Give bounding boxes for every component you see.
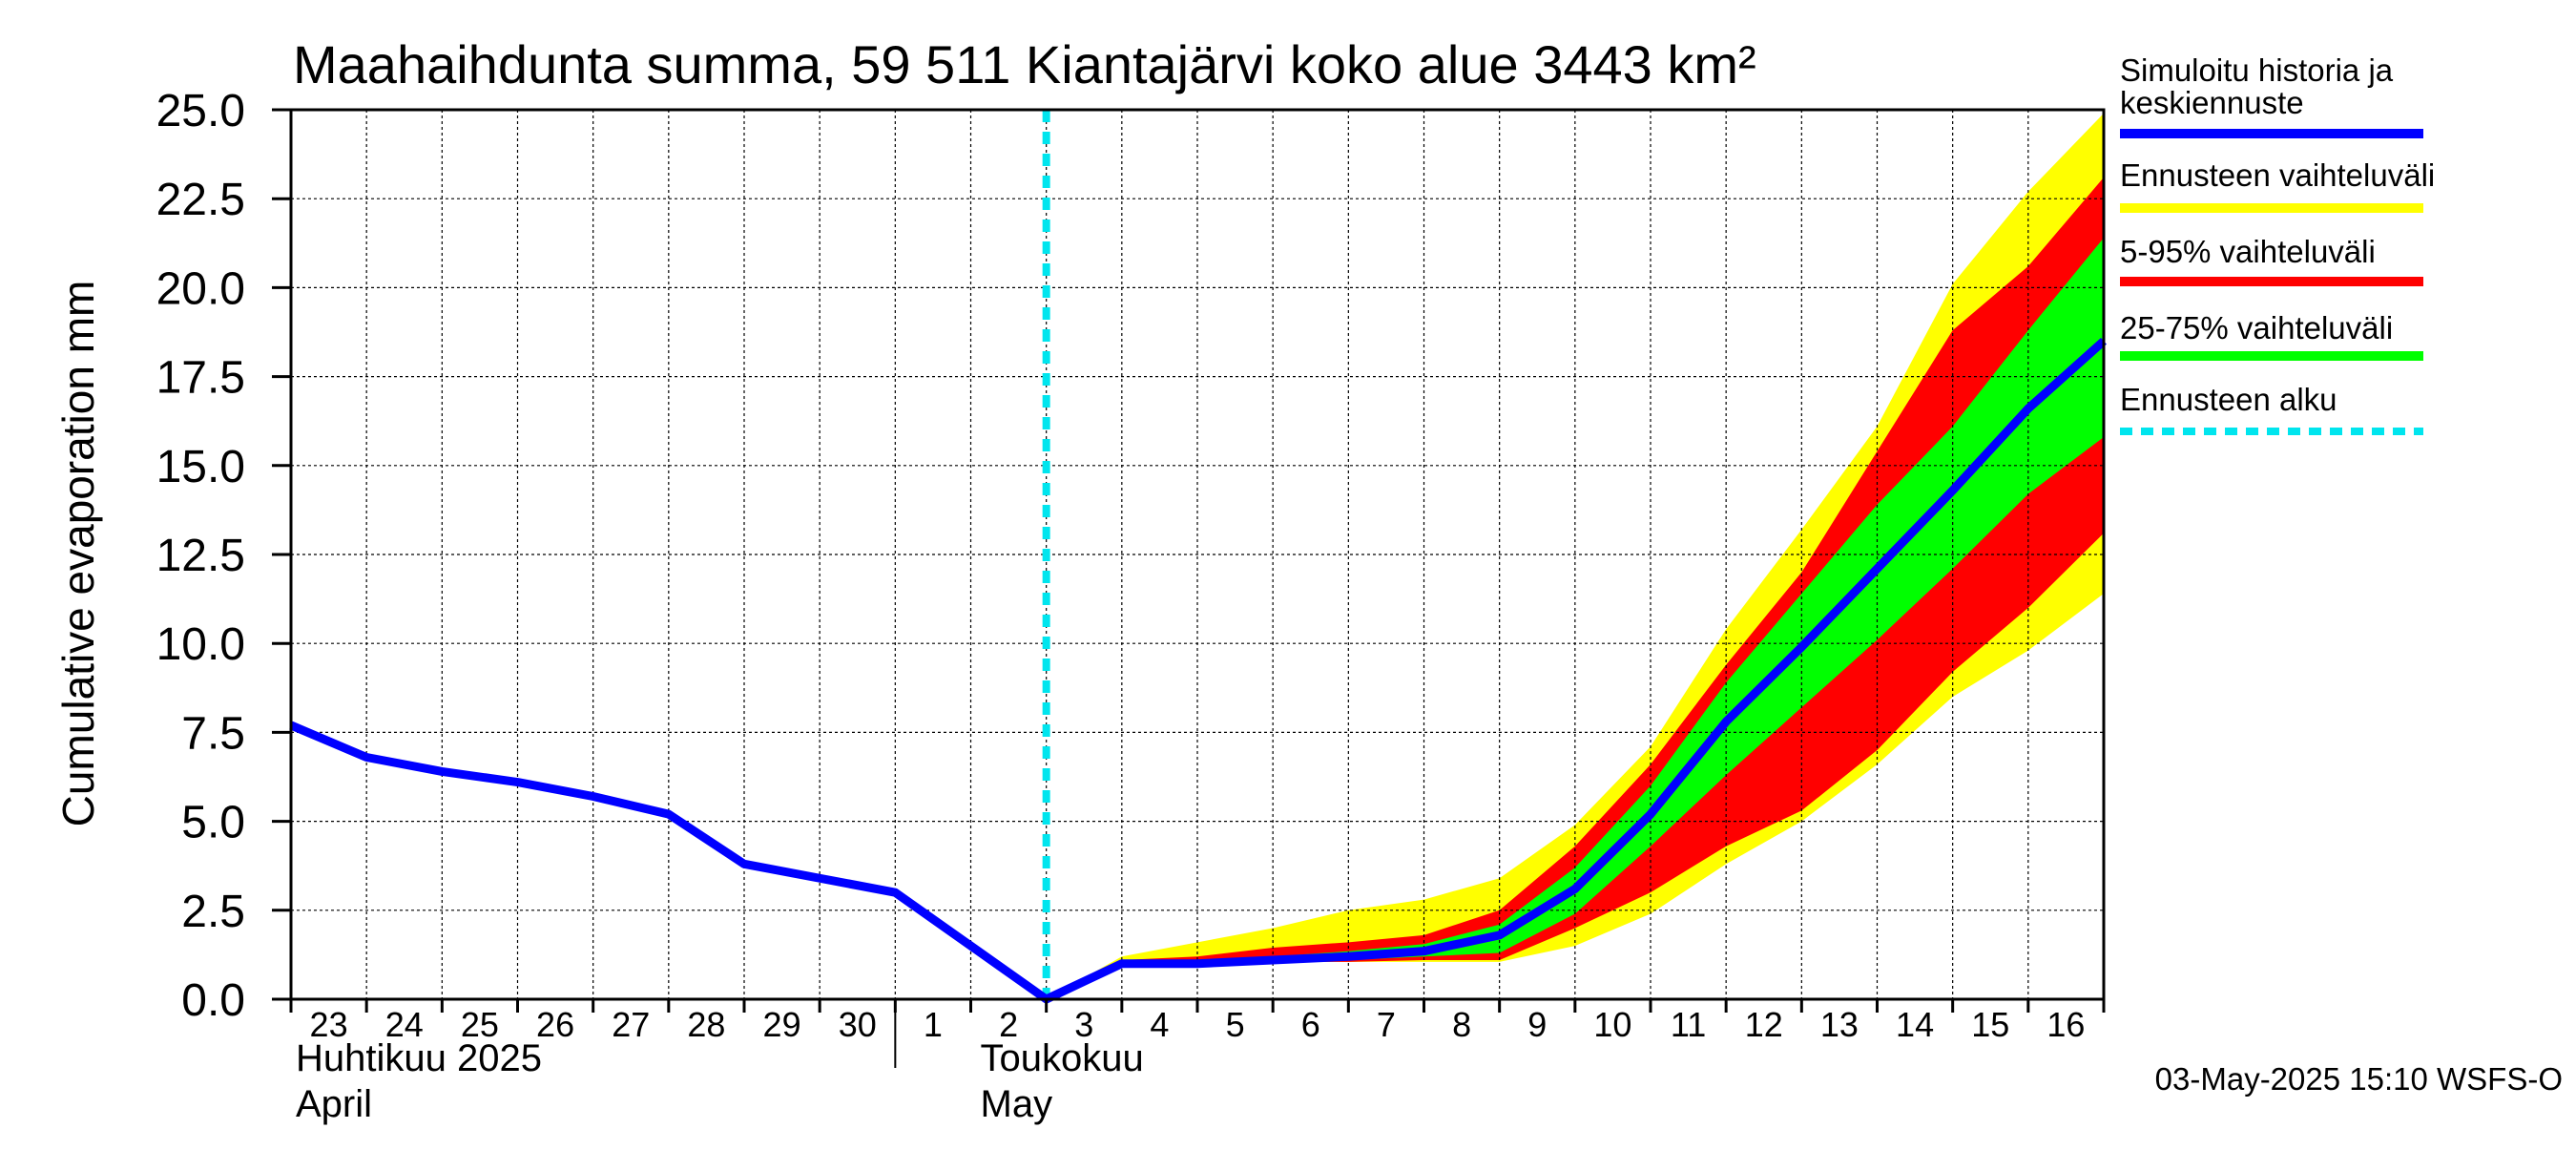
x-tick-label: 3 [1074,1005,1093,1044]
x-tick-label: 2 [999,1005,1018,1044]
legend-label: 25-75% vaihteluväli [2120,310,2393,345]
x-tick-label: 16 [2046,1005,2085,1044]
x-tick-label: 15 [1971,1005,2009,1044]
y-tick-label: 10.0 [156,619,245,670]
y-tick-label: 2.5 [181,887,245,937]
x-tick-label: 27 [612,1005,650,1044]
legend-label: 5-95% vaihteluväli [2120,234,2376,269]
chart-title: Maahaihdunta summa, 59 511 Kiantajärvi k… [293,34,1756,94]
series-line-median [289,337,2108,1004]
x-tick-label: 13 [1820,1005,1859,1044]
y-tick-label: 5.0 [181,798,245,848]
x-tick-label: 24 [385,1005,424,1044]
x-tick-label: 23 [310,1005,348,1044]
y-tick-label: 0.0 [181,975,245,1026]
y-tick-label: 17.5 [156,353,245,404]
x-tick-label: 11 [1671,1005,1706,1044]
forecast-bands [1046,113,2104,999]
x-tick-label: 10 [1593,1005,1631,1044]
x-tick-label: 9 [1527,1005,1547,1044]
band-25-75-vaihteluv-li [1046,238,2104,999]
x-tick-label: 12 [1745,1005,1783,1044]
y-axis-label: Cumulative evaporation mm [53,281,103,827]
x-tick-label: 26 [536,1005,574,1044]
x-tick-label: 6 [1301,1005,1320,1044]
y-tick-label: 12.5 [156,531,245,581]
legend-label: Simuloitu historia ja [2120,52,2394,88]
y-tick-label: 25.0 [156,86,245,136]
footer-timestamp: 03-May-2025 15:10 WSFS-O [2155,1061,2563,1097]
x-tick-label: 28 [687,1005,725,1044]
legend-label: Ennusteen vaihteluväli [2120,157,2435,193]
x-tick-label: 25 [461,1005,499,1044]
x-tick-label: 14 [1896,1005,1934,1044]
grid-lines [291,110,2104,999]
x-tick-label: 4 [1150,1005,1169,1044]
x-tick-label: 29 [763,1005,801,1044]
month-label-line1: Huhtikuu 2025 [296,1037,542,1079]
x-tick-label: 30 [839,1005,877,1044]
y-tick-label: 20.0 [156,263,245,314]
y-tick-label: 15.0 [156,442,245,492]
month-label-line2: April [296,1083,372,1125]
month-label-line2: May [981,1083,1053,1125]
legend-label: Ennusteen alku [2120,382,2337,417]
y-tick-label: 7.5 [181,708,245,759]
series-layer [289,337,2108,1004]
legend-label: keskiennuste [2120,85,2304,120]
y-tick-label: 22.5 [156,175,245,225]
x-tick-label: 7 [1377,1005,1396,1044]
x-axis-ticks: 23 24 25 26 27 28 29 30 1 2 3 4 5 6 7 8 9 10 11 12 13 14 15 16 [289,999,2106,1068]
x-tick-label: 1 [924,1005,943,1044]
x-tick-label: 8 [1452,1005,1471,1044]
x-tick-label: 5 [1226,1005,1245,1044]
y-axis-ticks: 0.0 2.5 5.0 7.5 10.0 12.5 15.0 17.5 20.0 22.5 25.0 [156,86,291,1026]
month-label-line1: Toukokuu [981,1037,1144,1079]
